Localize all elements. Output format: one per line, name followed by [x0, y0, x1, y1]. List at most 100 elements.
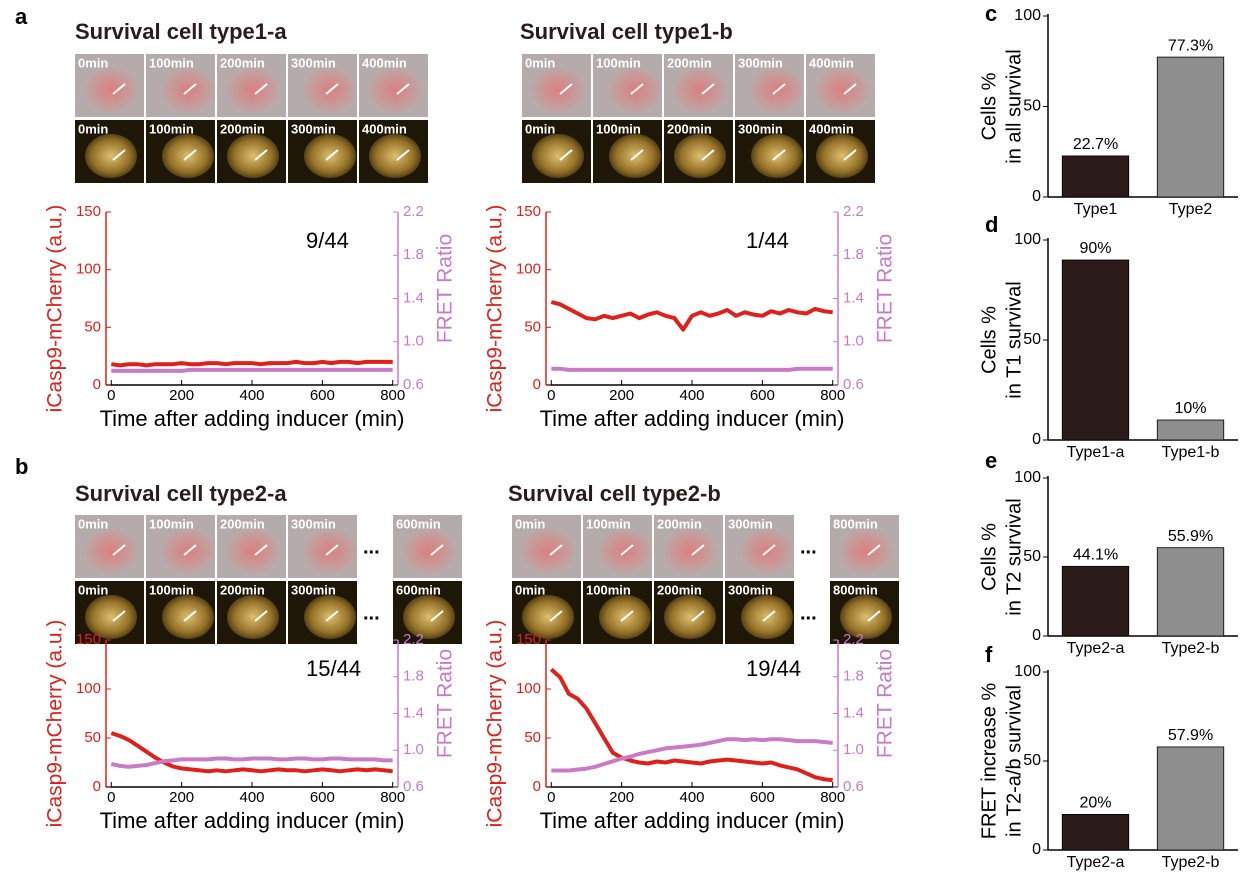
- y2-tick-label: 1.0: [843, 333, 864, 350]
- cell: [227, 68, 279, 112]
- panel-label: e: [985, 448, 997, 473]
- time-label: 100min: [149, 516, 194, 531]
- cell: [674, 134, 726, 178]
- figure: abcdef0min100min200min300min400min0min10…: [0, 0, 1248, 872]
- y-tick-label: 0: [1032, 188, 1041, 205]
- time-label: 600min: [396, 516, 441, 531]
- value-label: 22.7%: [1073, 136, 1118, 153]
- ellipsis: ...: [800, 536, 817, 558]
- x-tick-label: Type1-a: [1067, 444, 1125, 461]
- time-label: 400min: [809, 121, 854, 136]
- y2-axis-label: FRET Ratio: [874, 234, 897, 343]
- y-tick-label: 100: [76, 680, 101, 697]
- chart-title: Survival cell type1-a: [75, 19, 287, 44]
- y-tick-label: 50: [84, 318, 101, 335]
- x-tick-label: 0: [547, 789, 555, 806]
- x-tick-label: 0: [107, 387, 115, 404]
- x-tick-label: Type2: [1169, 201, 1213, 218]
- bar: [1062, 260, 1129, 440]
- time-label: 0min: [78, 582, 108, 597]
- y-tick-label: 100: [1014, 7, 1041, 24]
- x-tick-label: 400: [239, 387, 264, 404]
- panel-label: f: [985, 642, 993, 667]
- chart-title: Survival cell type2-b: [508, 481, 721, 506]
- y-axis-label: FRET increase %: [978, 683, 1000, 840]
- y-tick-label: 150: [516, 203, 541, 220]
- y-tick-label: 0: [93, 376, 101, 393]
- series-line: [551, 369, 832, 370]
- panel-label: d: [985, 212, 998, 237]
- time-label: 0min: [525, 55, 555, 70]
- time-label: 200min: [657, 516, 702, 531]
- y-tick-label: 50: [524, 318, 541, 335]
- cell: [85, 529, 137, 573]
- x-tick-label: 600: [310, 387, 335, 404]
- x-tick-label: 600: [750, 789, 775, 806]
- time-label: 800min: [833, 516, 878, 531]
- y-tick-label: 150: [76, 631, 101, 648]
- cell: [664, 529, 716, 573]
- annotation: 1/44: [746, 228, 789, 253]
- x-tick-label: Type2-a: [1067, 640, 1125, 657]
- time-label: 400min: [362, 55, 407, 70]
- y-tick-label: 100: [1014, 663, 1041, 680]
- y2-tick-label: 1.8: [843, 246, 864, 263]
- time-label: 0min: [515, 516, 545, 531]
- y2-tick-label: 0.6: [403, 778, 424, 795]
- y2-tick-label: 2.2: [843, 631, 864, 648]
- time-label: 100min: [586, 516, 631, 531]
- y-axis-label: Cells %: [978, 523, 1000, 591]
- y-axis-label: in all survival: [1003, 49, 1025, 163]
- time-label: 300min: [728, 582, 773, 597]
- y-tick-label: 0: [1032, 627, 1041, 644]
- y-axis-label: iCasp9-mCherry (a.u.): [484, 205, 507, 413]
- x-axis-label: Time after adding inducer (min): [540, 406, 845, 431]
- y2-axis-label: FRET Ratio: [434, 649, 457, 758]
- y2-tick-label: 2.2: [843, 203, 864, 220]
- cell: [369, 68, 421, 112]
- time-label: 200min: [220, 582, 265, 597]
- value-label: 77.3%: [1168, 37, 1213, 54]
- value-label: 10%: [1174, 400, 1206, 417]
- x-tick-label: 800: [380, 387, 405, 404]
- chart-title: Survival cell type1-b: [520, 19, 733, 44]
- y-axis-label: iCasp9-mCherry (a.u.): [484, 620, 507, 828]
- chart-title: Survival cell type2-a: [75, 481, 287, 506]
- time-label: 400min: [362, 121, 407, 136]
- time-label: 100min: [149, 121, 194, 136]
- y-tick-label: 100: [516, 680, 541, 697]
- time-label: 0min: [525, 121, 555, 136]
- x-tick-label: 400: [239, 789, 264, 806]
- time-label: 300min: [291, 582, 336, 597]
- panel-label: c: [985, 1, 997, 26]
- y-tick-label: 0: [533, 376, 541, 393]
- y-tick-label: 50: [524, 729, 541, 746]
- x-tick-label: 200: [169, 789, 194, 806]
- x-tick-label: Type1: [1074, 201, 1118, 218]
- y-tick-label: 100: [1014, 231, 1041, 248]
- y2-tick-label: 0.6: [403, 376, 424, 393]
- x-tick-label: Type2-a: [1067, 854, 1125, 871]
- annotation: 19/44: [746, 656, 801, 681]
- value-label: 90%: [1079, 240, 1111, 257]
- time-label: 300min: [738, 121, 783, 136]
- time-label: 300min: [291, 121, 336, 136]
- y2-tick-label: 1.0: [843, 741, 864, 758]
- x-tick-label: 0: [547, 387, 555, 404]
- ellipsis: ...: [363, 602, 380, 624]
- x-tick-label: 800: [820, 789, 845, 806]
- time-label: 300min: [738, 55, 783, 70]
- x-tick-label: 200: [609, 387, 634, 404]
- y-axis-label: Cells %: [978, 306, 1000, 374]
- annotation: 9/44: [306, 228, 349, 253]
- x-tick-label: 0: [107, 789, 115, 806]
- time-label: 0min: [78, 121, 108, 136]
- y2-tick-label: 0.6: [843, 376, 864, 393]
- series-line: [111, 362, 392, 366]
- y-tick-label: 100: [1014, 469, 1041, 486]
- y-axis-label: iCasp9-mCherry (a.u.): [44, 205, 67, 413]
- x-tick-label: Type2-b: [1162, 640, 1220, 657]
- cell: [369, 134, 421, 178]
- series-line: [551, 669, 832, 780]
- time-label: 200min: [657, 582, 702, 597]
